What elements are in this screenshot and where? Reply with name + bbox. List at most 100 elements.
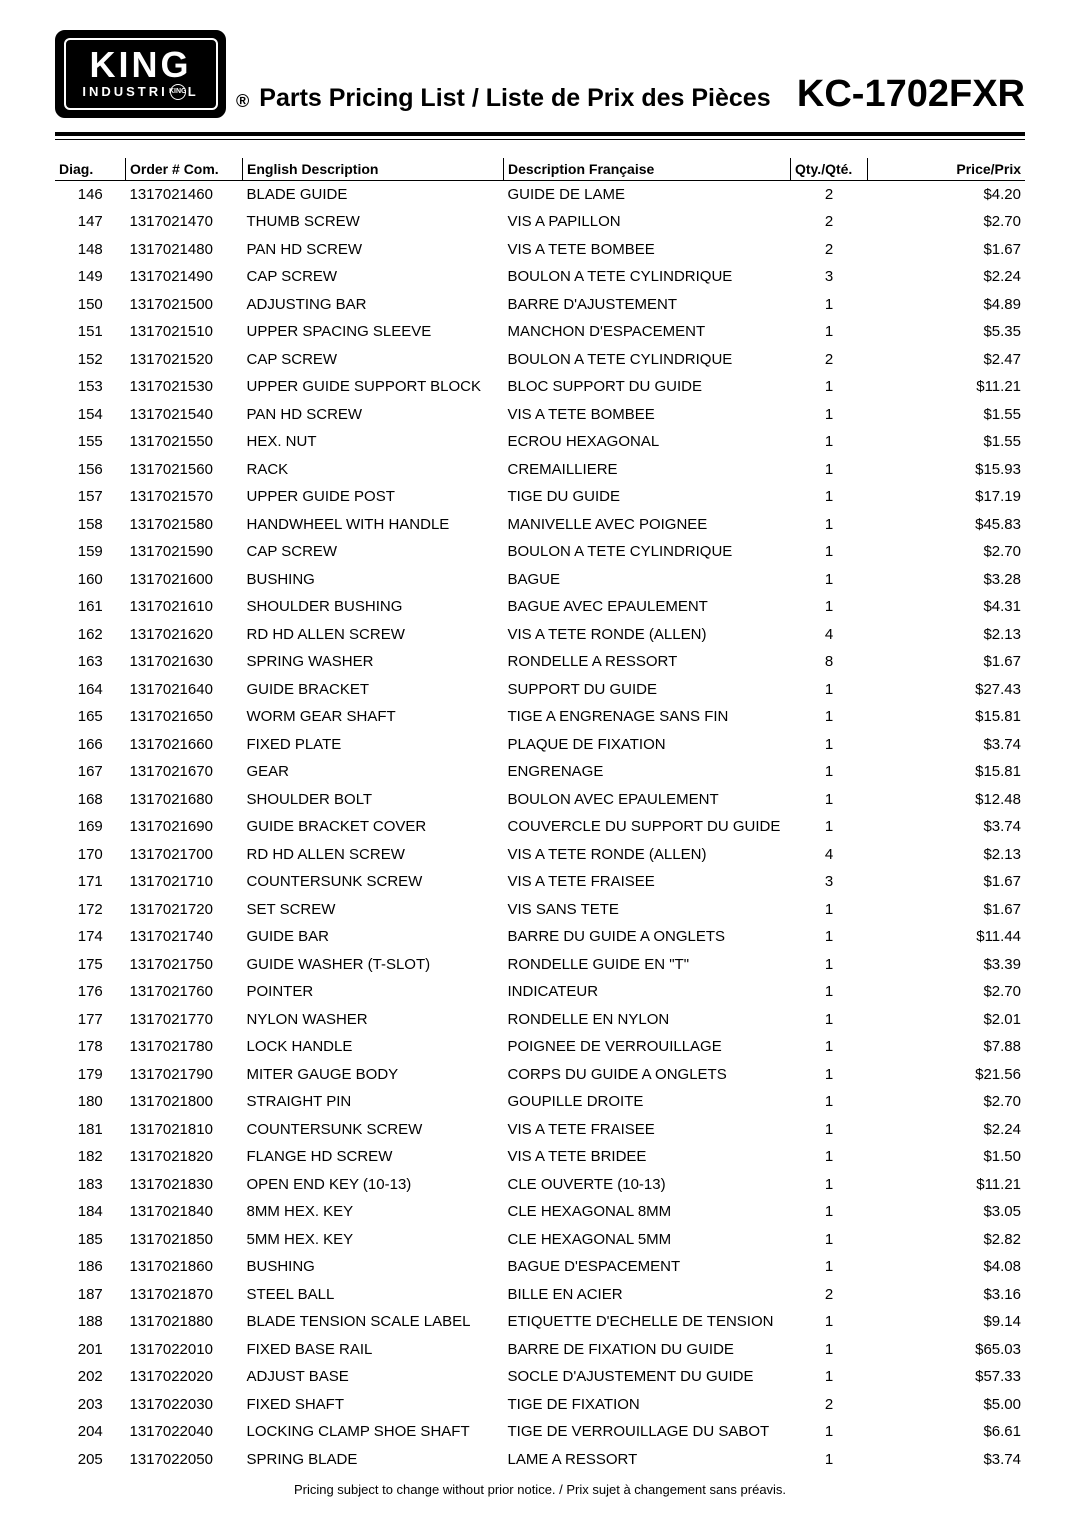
parts-table: Diag. Order # Com. English Description D… [55, 158, 1025, 1474]
cell-diag: 179 [55, 1061, 126, 1089]
cell-order: 1317021720 [126, 896, 243, 924]
header: KING INDUSTRI KING L ® Parts Pricing Lis… [55, 30, 1025, 126]
cell-qty: 2 [791, 181, 868, 209]
table-row: 1801317021800STRAIGHT PINGOUPILLE DROITE… [55, 1089, 1025, 1117]
cell-eng: RACK [243, 456, 504, 484]
col-eng: English Description [243, 158, 504, 181]
table-row: 1481317021480PAN HD SCREWVIS A TETE BOMB… [55, 236, 1025, 264]
cell-eng: GUIDE WASHER (T-SLOT) [243, 951, 504, 979]
cell-qty: 1 [791, 896, 868, 924]
table-row: 1671317021670GEARENGRENAGE1$15.81 [55, 759, 1025, 787]
table-row: 1611317021610SHOULDER BUSHINGBAGUE AVEC … [55, 594, 1025, 622]
cell-eng: SPRING BLADE [243, 1446, 504, 1474]
cell-diag: 175 [55, 951, 126, 979]
cell-qty: 1 [791, 1364, 868, 1392]
cell-diag: 171 [55, 869, 126, 897]
cell-qty: 1 [791, 1446, 868, 1474]
table-row: 1831317021830OPEN END KEY (10-13)CLE OUV… [55, 1171, 1025, 1199]
table-row: 2021317022020ADJUST BASESOCLE D'AJUSTEME… [55, 1364, 1025, 1392]
cell-qty: 1 [791, 1336, 868, 1364]
cell-diag: 185 [55, 1226, 126, 1254]
cell-eng: STEEL BALL [243, 1281, 504, 1309]
cell-order: 1317021510 [126, 319, 243, 347]
cell-price: $7.88 [868, 1034, 1026, 1062]
col-order: Order # Com. [126, 158, 243, 181]
table-row: 1531317021530UPPER GUIDE SUPPORT BLOCKBL… [55, 374, 1025, 402]
cell-qty: 1 [791, 1199, 868, 1227]
cell-eng: BLADE GUIDE [243, 181, 504, 209]
cell-qty: 1 [791, 319, 868, 347]
cell-diag: 168 [55, 786, 126, 814]
cell-order: 1317021820 [126, 1144, 243, 1172]
table-row: 1791317021790MITER GAUGE BODYCORPS DU GU… [55, 1061, 1025, 1089]
cell-eng: HANDWHEEL WITH HANDLE [243, 511, 504, 539]
cell-diag: 160 [55, 566, 126, 594]
cell-order: 1317021540 [126, 401, 243, 429]
table-row: 1651317021650WORM GEAR SHAFTTIGE A ENGRE… [55, 704, 1025, 732]
cell-fr: BAGUE [504, 566, 791, 594]
cell-fr: POIGNEE DE VERROUILLAGE [504, 1034, 791, 1062]
table-row: 1761317021760POINTERINDICATEUR1$2.70 [55, 979, 1025, 1007]
cell-fr: RONDELLE GUIDE EN "T" [504, 951, 791, 979]
cell-diag: 165 [55, 704, 126, 732]
cell-eng: FLANGE HD SCREW [243, 1144, 504, 1172]
table-row: 1541317021540PAN HD SCREWVIS A TETE BOMB… [55, 401, 1025, 429]
cell-qty: 1 [791, 1061, 868, 1089]
cell-fr: CREMAILLIERE [504, 456, 791, 484]
table-row: 1751317021750GUIDE WASHER (T-SLOT)RONDEL… [55, 951, 1025, 979]
cell-fr: BARRE DE FIXATION DU GUIDE [504, 1336, 791, 1364]
cell-fr: TIGE DE VERROUILLAGE DU SABOT [504, 1419, 791, 1447]
table-row: 2031317022030FIXED SHAFTTIGE DE FIXATION… [55, 1391, 1025, 1419]
cell-diag: 159 [55, 539, 126, 567]
cell-fr: PLAQUE DE FIXATION [504, 731, 791, 759]
table-header: Diag. Order # Com. English Description D… [55, 158, 1025, 181]
title-line: ® Parts Pricing List / Liste de Prix des… [236, 73, 1025, 118]
cell-price: $2.24 [868, 264, 1026, 292]
page: KING INDUSTRI KING L ® Parts Pricing Lis… [0, 0, 1080, 1517]
table-row: 18413170218408MM HEX. KEYCLE HEXAGONAL 8… [55, 1199, 1025, 1227]
cell-diag: 176 [55, 979, 126, 1007]
logo-circle-icon: KING [170, 84, 186, 100]
cell-diag: 150 [55, 291, 126, 319]
cell-fr: BLOC SUPPORT DU GUIDE [504, 374, 791, 402]
cell-price: $65.03 [868, 1336, 1026, 1364]
cell-price: $17.19 [868, 484, 1026, 512]
cell-order: 1317021500 [126, 291, 243, 319]
cell-qty: 1 [791, 1171, 868, 1199]
cell-diag: 166 [55, 731, 126, 759]
table-row: 1721317021720SET SCREWVIS SANS TETE1$1.6… [55, 896, 1025, 924]
logo-line2-a: INDUSTRI [82, 83, 167, 101]
cell-eng: UPPER SPACING SLEEVE [243, 319, 504, 347]
footer-note: Pricing subject to change without prior … [55, 1482, 1025, 1497]
cell-eng: LOCKING CLAMP SHOE SHAFT [243, 1419, 504, 1447]
cell-fr: CORPS DU GUIDE A ONGLETS [504, 1061, 791, 1089]
cell-eng: SHOULDER BOLT [243, 786, 504, 814]
cell-fr: VIS A TETE RONDE (ALLEN) [504, 621, 791, 649]
table-row: 1491317021490CAP SCREWBOULON A TETE CYLI… [55, 264, 1025, 292]
cell-order: 1317021850 [126, 1226, 243, 1254]
cell-qty: 2 [791, 1391, 868, 1419]
cell-price: $6.61 [868, 1419, 1026, 1447]
cell-fr: ETIQUETTE D'ECHELLE DE TENSION [504, 1309, 791, 1337]
cell-eng: SPRING WASHER [243, 649, 504, 677]
cell-fr: TIGE DE FIXATION [504, 1391, 791, 1419]
cell-price: $1.55 [868, 429, 1026, 457]
table-body: 1461317021460BLADE GUIDEGUIDE DE LAME2$4… [55, 181, 1025, 1474]
cell-diag: 147 [55, 209, 126, 237]
cell-diag: 148 [55, 236, 126, 264]
table-row: 1861317021860BUSHINGBAGUE D'ESPACEMENT1$… [55, 1254, 1025, 1282]
cell-fr: BARRE DU GUIDE A ONGLETS [504, 924, 791, 952]
cell-diag: 158 [55, 511, 126, 539]
cell-qty: 1 [791, 676, 868, 704]
cell-fr: BAGUE AVEC EPAULEMENT [504, 594, 791, 622]
table-row: 1741317021740GUIDE BARBARRE DU GUIDE A O… [55, 924, 1025, 952]
cell-price: $4.89 [868, 291, 1026, 319]
cell-order: 1317022030 [126, 1391, 243, 1419]
cell-diag: 154 [55, 401, 126, 429]
cell-price: $1.55 [868, 401, 1026, 429]
cell-eng: CAP SCREW [243, 346, 504, 374]
cell-qty: 1 [791, 456, 868, 484]
cell-price: $15.81 [868, 704, 1026, 732]
cell-price: $3.16 [868, 1281, 1026, 1309]
cell-qty: 1 [791, 951, 868, 979]
